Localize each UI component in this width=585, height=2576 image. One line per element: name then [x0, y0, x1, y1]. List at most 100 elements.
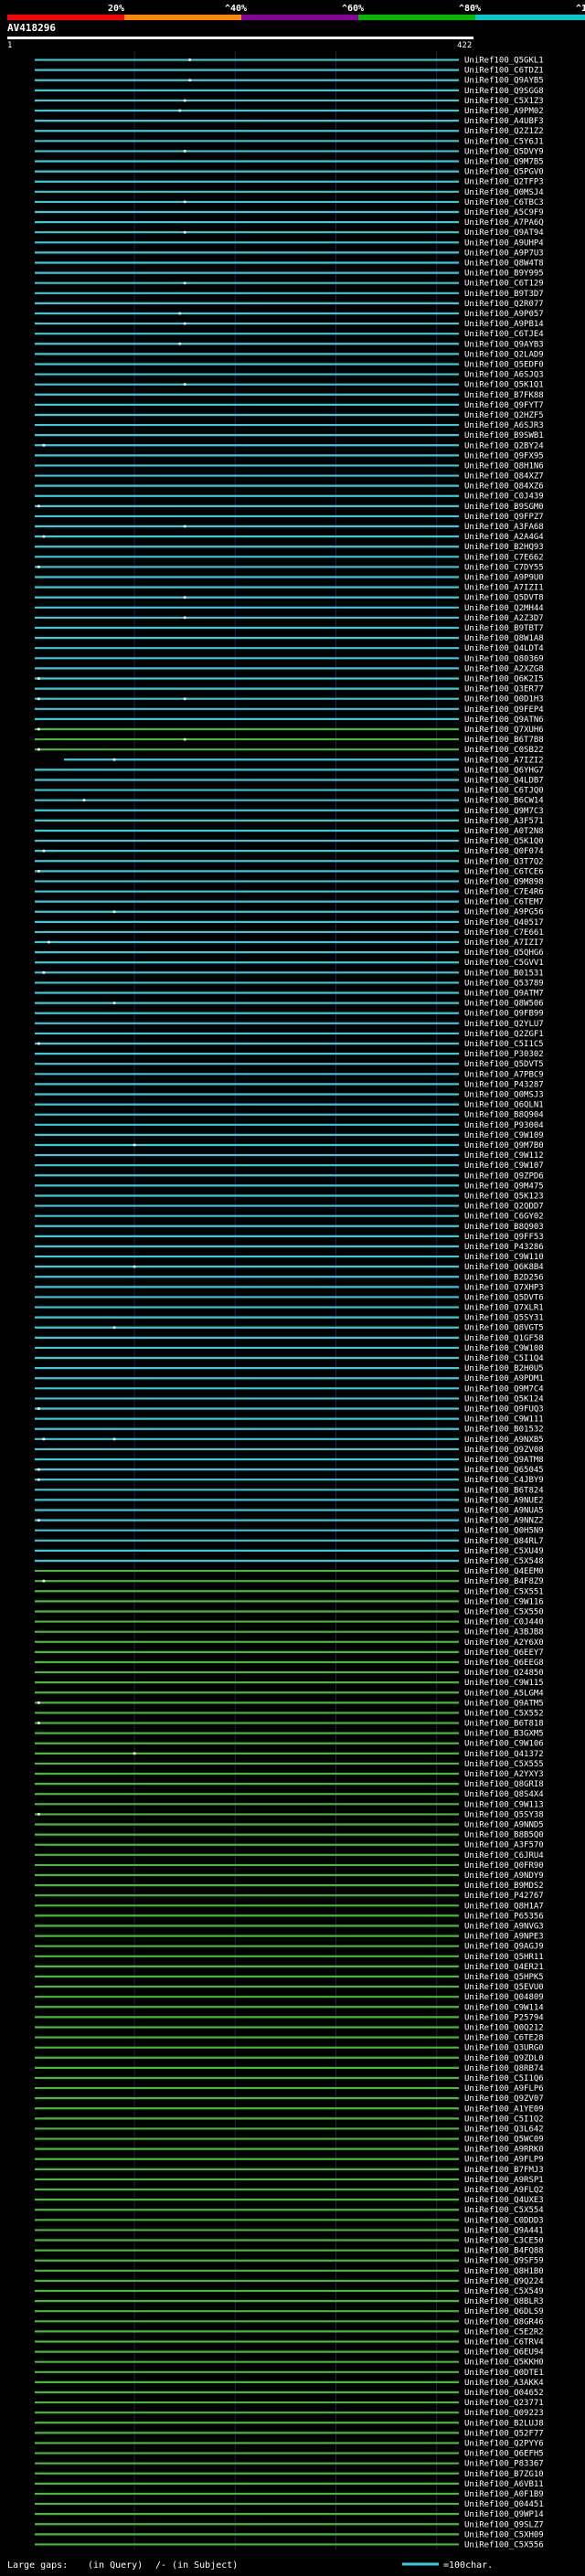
hit-row[interactable]: UniRef100_Q9ATN6 — [35, 716, 544, 725]
hit-row[interactable]: UniRef100_A9P7U3 — [35, 249, 544, 258]
hit-label[interactable]: UniRef100_Q6K8B4 — [464, 1263, 544, 1272]
hit-row[interactable]: UniRef100_B9MDS2 — [35, 1882, 544, 1891]
hit-row[interactable]: UniRef100_Q9ATM5 — [35, 1699, 544, 1708]
hit-row[interactable]: UniRef100_A9PB14 — [35, 320, 544, 329]
hit-label[interactable]: UniRef100_B01532 — [464, 1426, 544, 1435]
hit-row[interactable]: UniRef100_Q2ZGF1 — [35, 1030, 544, 1039]
hit-row[interactable]: UniRef100_A5LGM4 — [35, 1689, 544, 1698]
hit-label[interactable]: UniRef100_Q53789 — [464, 979, 544, 988]
hit-label[interactable]: UniRef100_C6TCE6 — [464, 867, 544, 876]
hit-row[interactable]: UniRef100_Q6K2I5 — [35, 675, 544, 684]
hit-row[interactable]: UniRef100_Q9SF59 — [35, 2257, 544, 2266]
hit-label[interactable]: UniRef100_A9UHP4 — [464, 239, 544, 248]
hit-label[interactable]: UniRef100_C5I1Q4 — [464, 1354, 544, 1363]
hit-label[interactable]: UniRef100_Q9ATM8 — [464, 1456, 544, 1465]
hit-label[interactable]: UniRef100_Q9FEP4 — [464, 705, 544, 715]
hit-label[interactable]: UniRef100_Q84RL7 — [464, 1537, 544, 1546]
hit-row[interactable]: UniRef100_A9FLP9 — [35, 2156, 544, 2165]
hit-label[interactable]: UniRef100_Q9M7C4 — [464, 1384, 544, 1394]
hit-row[interactable]: UniRef100_Q84XZ7 — [35, 472, 544, 482]
hit-label[interactable]: UniRef100_Q9M898 — [464, 877, 544, 886]
hit-row[interactable]: UniRef100_Q9ATM8 — [35, 1456, 544, 1465]
hit-row[interactable]: UniRef100_C9W115 — [35, 1679, 544, 1688]
hit-row[interactable]: UniRef100_B6T7B8 — [35, 736, 544, 745]
hit-label[interactable]: UniRef100_Q9AT94 — [464, 228, 544, 238]
hit-label[interactable]: UniRef100_A9RRK0 — [464, 2146, 544, 2155]
hit-label[interactable]: UniRef100_C0J439 — [464, 493, 544, 502]
hit-label[interactable]: UniRef100_A2XZG8 — [464, 664, 544, 673]
hit-label[interactable]: UniRef100_Q0Q212 — [464, 2023, 544, 2032]
hit-label[interactable]: UniRef100_Q6DLS9 — [464, 2307, 544, 2316]
hit-row[interactable]: UniRef100_B2D256 — [35, 1273, 544, 1282]
hit-row[interactable]: UniRef100_Q40517 — [35, 918, 544, 928]
hit-label[interactable]: UniRef100_Q2YLU7 — [464, 1020, 544, 1029]
hit-label[interactable]: UniRef100_Q2QDD7 — [464, 1203, 544, 1212]
hit-row[interactable]: UniRef100_C5Y6J1 — [35, 137, 544, 146]
hit-row[interactable]: UniRef100_Q6EFH5 — [35, 2450, 544, 2459]
hit-row[interactable]: UniRef100_Q3ER77 — [35, 685, 544, 694]
hit-row[interactable]: UniRef100_C9W113 — [35, 1800, 544, 1809]
hit-row[interactable]: UniRef100_Q6DLS9 — [35, 2307, 544, 2316]
hit-label[interactable]: UniRef100_Q8H1B0 — [464, 2267, 544, 2276]
hit-label[interactable]: UniRef100_Q5EVU0 — [464, 1983, 544, 1992]
hit-row[interactable]: UniRef100_C5I1C5 — [35, 1040, 544, 1049]
hit-row[interactable]: UniRef100_A9NDY9 — [35, 1871, 544, 1881]
hit-row[interactable]: UniRef100_C5X556 — [35, 2540, 544, 2549]
hit-row[interactable]: UniRef100_P83367 — [35, 2460, 544, 2469]
hit-label[interactable]: UniRef100_Q2MH44 — [464, 604, 544, 613]
hit-label[interactable]: UniRef100_Q40517 — [464, 918, 544, 928]
hit-label[interactable]: UniRef100_B7FK88 — [464, 391, 544, 400]
hit-row[interactable]: UniRef100_Q9M7C3 — [35, 807, 544, 816]
hit-label[interactable]: UniRef100_B6T818 — [464, 1720, 544, 1729]
hit-row[interactable]: UniRef100_Q5DVT5 — [35, 1060, 544, 1069]
hit-row[interactable]: UniRef100_A9FLQ2 — [35, 2186, 544, 2195]
hit-label[interactable]: UniRef100_Q0H5N9 — [464, 1527, 544, 1536]
hit-label[interactable]: UniRef100_A7IZI1 — [464, 584, 544, 593]
hit-row[interactable]: UniRef100_Q5K1Q1 — [35, 381, 544, 390]
hit-label[interactable]: UniRef100_A6VB11 — [464, 2480, 544, 2489]
hit-row[interactable]: UniRef100_C7E661 — [35, 928, 544, 938]
hit-label[interactable]: UniRef100_Q0MSJ3 — [464, 1091, 544, 1100]
hit-label[interactable]: UniRef100_Q9FYT7 — [464, 401, 544, 410]
hit-label[interactable]: UniRef100_C7E662 — [464, 553, 544, 562]
hit-row[interactable]: UniRef100_B3GXM5 — [35, 1730, 544, 1739]
hit-row[interactable]: UniRef100_C6T129 — [35, 280, 544, 289]
hit-label[interactable]: UniRef100_B4F8Z9 — [464, 1577, 544, 1586]
hit-label[interactable]: UniRef100_C6TDZ1 — [464, 67, 544, 76]
hit-label[interactable]: UniRef100_C5XH09 — [464, 2530, 544, 2539]
hit-label[interactable]: UniRef100_Q9FPZ7 — [464, 513, 544, 522]
hit-label[interactable]: UniRef100_Q6EU94 — [464, 2348, 544, 2358]
hit-label[interactable]: UniRef100_A9PM02 — [464, 107, 544, 116]
hit-label[interactable]: UniRef100_A0F1B9 — [464, 2490, 544, 2499]
hit-label[interactable]: UniRef100_C7E4R6 — [464, 888, 544, 897]
hit-row[interactable]: UniRef100_Q8GR46 — [35, 2317, 544, 2327]
hit-label[interactable]: UniRef100_B3GXM5 — [464, 1730, 544, 1739]
hit-label[interactable]: UniRef100_C5X548 — [464, 1557, 544, 1566]
hit-row[interactable]: UniRef100_Q6K8B4 — [35, 1263, 544, 1272]
hit-row[interactable]: UniRef100_Q9M7B0 — [35, 1141, 544, 1150]
hit-row[interactable]: UniRef100_P42767 — [35, 1892, 544, 1901]
hit-label[interactable]: UniRef100_C6TJE4 — [464, 330, 544, 339]
hit-row[interactable]: UniRef100_Q9FYT7 — [35, 401, 544, 410]
hit-row[interactable]: UniRef100_Q6EEY7 — [35, 1648, 544, 1658]
hit-label[interactable]: UniRef100_C0J440 — [464, 1618, 544, 1627]
hit-label[interactable]: UniRef100_A0T2N8 — [464, 827, 544, 836]
hit-row[interactable]: UniRef100_C0J439 — [35, 493, 544, 502]
hit-row[interactable]: UniRef100_P30302 — [35, 1050, 544, 1059]
hit-label[interactable]: UniRef100_Q2ZGF1 — [464, 1030, 544, 1039]
hit-label[interactable]: UniRef100_C9W108 — [464, 1344, 544, 1353]
hit-label[interactable]: UniRef100_C5GVV1 — [464, 959, 544, 968]
hit-row[interactable]: UniRef100_C5X549 — [35, 2287, 544, 2296]
hit-row[interactable]: UniRef100_Q2BY24 — [35, 441, 544, 451]
hit-row[interactable]: UniRef100_C5X550 — [35, 1607, 544, 1617]
hit-row[interactable]: UniRef100_C5I1Q2 — [35, 2115, 544, 2124]
hit-label[interactable]: UniRef100_B2D256 — [464, 1273, 544, 1282]
hit-row[interactable]: UniRef100_Q2HZF5 — [35, 411, 544, 420]
hit-label[interactable]: UniRef100_Q2Z1Z2 — [464, 127, 544, 136]
hit-label[interactable]: UniRef100_Q9SLZ7 — [464, 2520, 544, 2529]
hit-row[interactable]: UniRef100_Q3URG0 — [35, 2044, 544, 2053]
hit-row[interactable]: UniRef100_Q5K124 — [35, 1394, 544, 1404]
hit-row[interactable]: UniRef100_Q2PYY6 — [35, 2439, 544, 2448]
hit-row[interactable]: UniRef100_Q5DVY9 — [35, 147, 544, 156]
hit-row[interactable]: UniRef100_Q5DVT6 — [35, 1293, 544, 1302]
